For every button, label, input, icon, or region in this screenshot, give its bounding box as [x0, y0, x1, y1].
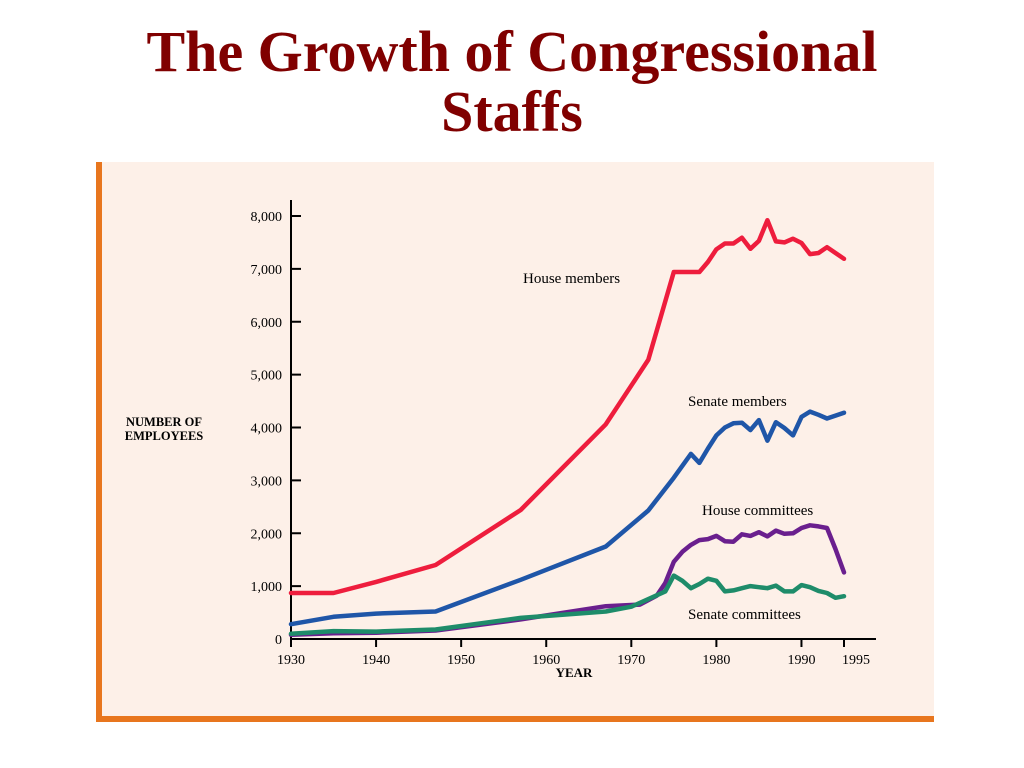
series-line-house-committees — [288, 523, 847, 638]
chart-panel: 0 1,000 2,000 3,000 4,000 5,000 6,000 7,000 8,00… — [96, 162, 934, 722]
x-tick-label: 1950 — [447, 653, 475, 668]
chart-axes — [290, 200, 876, 640]
y-ticks: 0 1,000 2,000 3,000 4,000 5,000 6,000 7,000 8,00… — [251, 210, 301, 648]
x-tick-label: 1980 — [702, 653, 730, 668]
x-tick-label: 1960 — [532, 653, 560, 668]
y-tick-label: 0 — [275, 633, 282, 648]
y-tick-label: 1,000 — [251, 580, 283, 595]
y-tick-label: 6,000 — [251, 316, 283, 331]
y-axis-label-line-2: EMPLOYEES — [125, 429, 204, 443]
x-tick-label: 1995 — [842, 653, 870, 668]
y-tick-label: 4,000 — [251, 422, 283, 437]
slide-title-line-1: The Growth of Congressional — [146, 19, 878, 84]
x-tick-label: 1970 — [617, 653, 645, 668]
slide-title: The Growth of Congressional Staffs — [0, 22, 1024, 142]
series-label-senate-members: Senate members — [688, 394, 787, 410]
series-label-senate-committees: Senate committees — [688, 607, 801, 623]
series-lines — [288, 217, 847, 638]
x-tick-label: 1990 — [787, 653, 815, 668]
series-line-house-members — [288, 217, 847, 596]
line-chart: 0 1,000 2,000 3,000 4,000 5,000 6,000 7,000 8,00… — [125, 200, 876, 680]
slide-title-line-2: Staffs — [441, 79, 583, 144]
x-tick-label: 1940 — [362, 653, 390, 668]
x-ticks: 1930 1940 1950 1960 1970 1980 1990 1995 — [277, 639, 870, 668]
series-line-senate-members — [288, 409, 847, 627]
series-line-senate-committees — [288, 573, 847, 636]
series-label-house-members: House members — [523, 271, 620, 287]
y-tick-label: 7,000 — [251, 263, 283, 278]
y-axis-label-line-1: NUMBER OF — [126, 415, 202, 429]
series-labels: House members Senate members House committ… — [523, 271, 813, 623]
series-label-house-committees: House committees — [702, 503, 813, 519]
y-tick-label: 5,000 — [251, 369, 283, 384]
y-tick-label: 3,000 — [251, 474, 283, 489]
x-axis-label: YEAR — [556, 665, 593, 680]
x-tick-label: 1930 — [277, 653, 305, 668]
y-tick-label: 8,000 — [251, 210, 283, 225]
y-tick-label: 2,000 — [251, 527, 283, 542]
